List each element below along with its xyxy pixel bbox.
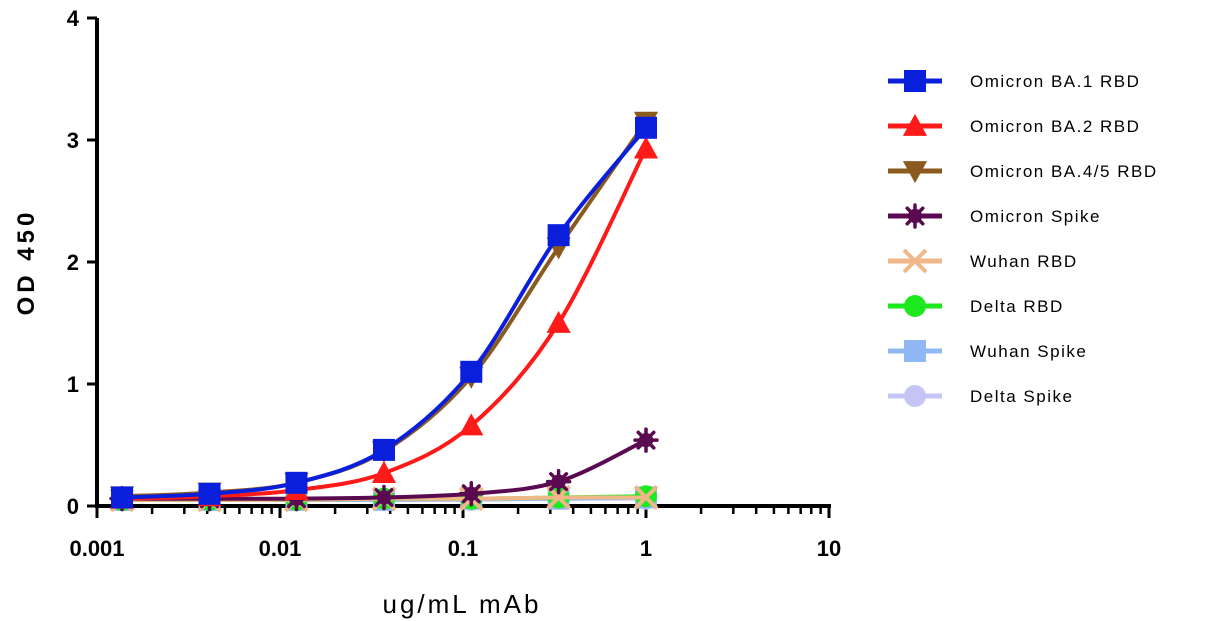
legend-label: Omicron BA.1 RBD — [970, 72, 1140, 91]
y-tick-label: 2 — [67, 250, 79, 275]
legend-entry: Omicron Spike — [888, 203, 1101, 229]
legend-marker — [904, 295, 926, 317]
legend-marker — [902, 161, 928, 184]
x-tick-label: 1 — [640, 536, 652, 561]
data-point — [547, 224, 570, 247]
legend-marker — [902, 248, 928, 274]
data-point — [371, 460, 397, 483]
data-point — [633, 485, 659, 510]
legend-entry: Wuhan Spike — [888, 340, 1087, 362]
data-point — [111, 486, 134, 509]
x-tick-label: 0.01 — [259, 536, 302, 561]
data-point — [635, 116, 657, 139]
legend-entry: Delta Spike — [888, 385, 1073, 407]
legend-label: Wuhan Spike — [970, 342, 1087, 361]
y-axis-title: OD 450 — [13, 209, 40, 316]
data-point — [545, 468, 572, 495]
legend-entry: Wuhan RBD — [888, 248, 1078, 274]
legend-marker — [902, 113, 928, 136]
x-axis-title: ug/mL mAb — [383, 589, 542, 619]
y-tick-label: 4 — [67, 6, 80, 31]
legend-label: Omicron BA.4/5 RBD — [970, 162, 1158, 181]
data-point — [633, 427, 659, 453]
data-point — [459, 413, 484, 436]
data-point — [458, 481, 485, 507]
legend-entry: Omicron BA.1 RBD — [888, 70, 1140, 92]
legend-label: Wuhan RBD — [970, 252, 1078, 271]
y-tick-label: 0 — [67, 494, 79, 519]
data-point — [285, 471, 308, 494]
data-point — [372, 438, 395, 461]
data-point — [546, 310, 571, 333]
legend-label: Omicron Spike — [970, 207, 1101, 226]
legend-label: Delta Spike — [970, 387, 1073, 406]
x-tick-label: 0.1 — [448, 536, 479, 561]
x-tick-label: 10 — [817, 536, 841, 561]
legend: Omicron BA.1 RBD Omicron BA.2 RBD Omicron … — [888, 70, 1158, 407]
y-tick-label: 1 — [67, 372, 79, 397]
legend-marker — [904, 385, 926, 407]
legend-entry: Delta RBD — [888, 295, 1064, 317]
data-point — [460, 360, 483, 383]
data-point — [633, 136, 659, 159]
legend-entry: Omicron BA.2 RBD — [888, 113, 1140, 136]
legend-label: Omicron BA.2 RBD — [970, 117, 1140, 136]
legend-marker — [902, 203, 928, 229]
legend-entry: Omicron BA.4/5 RBD — [888, 161, 1158, 184]
legend-marker — [904, 340, 926, 362]
x-tick-label: 0.001 — [69, 536, 124, 561]
legend-marker — [904, 70, 926, 92]
data-point — [198, 482, 221, 505]
series-layer — [109, 111, 659, 513]
y-tick-label: 3 — [67, 128, 79, 153]
series-1 — [111, 116, 657, 509]
axes: 0 1 2 3 4 0.001 0.01 0.1 1 10 — [67, 6, 841, 561]
data-point — [371, 484, 397, 511]
legend-label: Delta RBD — [970, 297, 1064, 316]
